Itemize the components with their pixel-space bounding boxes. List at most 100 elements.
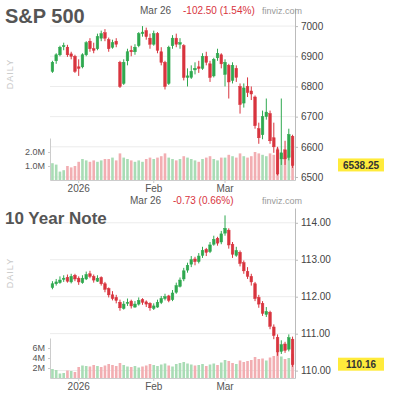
candle-wick xyxy=(221,53,222,68)
candle-body xyxy=(137,34,140,46)
candle-wick xyxy=(266,307,267,317)
volume-bar xyxy=(179,363,182,378)
volume-bar xyxy=(171,159,174,180)
volume-bar xyxy=(261,359,264,379)
volume-bar xyxy=(182,156,185,180)
candle-body xyxy=(126,52,129,61)
candle-body xyxy=(55,55,58,61)
candle-body xyxy=(186,76,189,78)
volume-tick: 2M xyxy=(32,363,50,373)
candle-body xyxy=(156,302,159,307)
candle-wick xyxy=(270,111,271,144)
candle-wick xyxy=(232,62,233,83)
volume-bar xyxy=(171,367,174,379)
volume-bar xyxy=(175,160,178,180)
volume-bar xyxy=(257,359,260,378)
candle-wick xyxy=(232,242,233,258)
volume-bar xyxy=(216,365,219,378)
candle-body xyxy=(231,244,234,254)
volume-bar xyxy=(164,153,167,180)
candle-wick xyxy=(146,28,147,40)
candle-wick xyxy=(157,32,158,53)
candle-wick xyxy=(270,311,271,329)
y-tick-label: 6800 xyxy=(301,81,324,92)
candle-body xyxy=(254,284,257,299)
candle-wick xyxy=(108,38,109,52)
candle-wick xyxy=(123,59,124,85)
y-tick-label: 7000 xyxy=(301,21,324,32)
y-axis: 110.00111.00112.00113.00114.00 xyxy=(295,209,331,379)
candle-body xyxy=(269,312,272,326)
volume-bar xyxy=(175,364,178,378)
candle-wick xyxy=(281,99,282,165)
candle-wick xyxy=(104,29,105,41)
candle-body xyxy=(220,234,223,242)
x-tick: Feb xyxy=(145,180,163,194)
volume-bar xyxy=(194,366,197,379)
candle-body xyxy=(227,230,230,245)
y-tick: 6800 xyxy=(295,81,324,92)
candle-body xyxy=(227,65,230,82)
volume-tick-mark xyxy=(48,358,50,359)
candle-wick xyxy=(255,96,256,129)
candle-wick xyxy=(168,46,169,85)
x-tick-label: Feb xyxy=(145,381,163,392)
candle-wick xyxy=(191,256,192,267)
candle-wick xyxy=(123,301,124,310)
candle-body xyxy=(272,327,275,336)
volume-bar xyxy=(235,364,238,378)
candle-body xyxy=(212,59,215,76)
candle-wick xyxy=(191,65,192,79)
y-tick-label: 113.00 xyxy=(301,254,331,265)
x-tick: 2026 xyxy=(68,180,91,194)
volume-bar xyxy=(254,357,257,378)
candle-body xyxy=(265,112,268,117)
candle-wick xyxy=(52,281,53,289)
candles xyxy=(51,26,294,175)
volume-bar xyxy=(186,158,189,180)
volume-bar xyxy=(149,158,152,180)
candle-wick xyxy=(180,38,181,49)
volume-tick-label: 4M xyxy=(32,353,45,363)
candle-body xyxy=(257,297,260,304)
volume-bar xyxy=(179,159,182,180)
candle-wick xyxy=(71,274,72,284)
candle-body xyxy=(119,62,122,86)
candle-body xyxy=(175,38,178,44)
candle-body xyxy=(149,303,152,307)
candle-wick xyxy=(225,215,226,235)
candle-body xyxy=(89,274,92,277)
candle-wick xyxy=(153,31,154,46)
y-axis-line xyxy=(295,209,296,379)
candle-body xyxy=(74,56,77,71)
volume-tick-mark xyxy=(48,166,50,167)
volume-bar xyxy=(77,367,80,378)
candle-body xyxy=(134,47,137,52)
candle-wick xyxy=(59,276,60,283)
candle-wick xyxy=(101,276,102,285)
volume-bar xyxy=(81,159,84,180)
candle-wick xyxy=(82,53,83,68)
volume-bar xyxy=(51,163,54,180)
volume-axis: 1.0M2.0M xyxy=(25,139,51,181)
volume-bar xyxy=(145,159,148,180)
volume-bar xyxy=(92,365,95,378)
candle-body xyxy=(115,297,118,300)
candle-body xyxy=(119,302,122,308)
candle-wick xyxy=(86,272,87,281)
grid-line xyxy=(50,86,295,87)
candle-wick xyxy=(210,61,211,82)
volume-bar xyxy=(212,364,215,379)
volume-bar xyxy=(85,366,88,378)
volume-bar xyxy=(122,365,125,378)
candle-wick xyxy=(142,298,143,305)
volume-bars xyxy=(51,148,294,180)
candle-wick xyxy=(210,242,211,253)
volume-bar xyxy=(167,158,170,180)
candle-body xyxy=(104,33,107,38)
candle-wick xyxy=(273,123,274,153)
y-tick-mark xyxy=(295,177,298,178)
candle-body xyxy=(107,40,110,49)
candle-body xyxy=(100,34,103,39)
volume-axis: 2M4M6M xyxy=(32,339,50,379)
